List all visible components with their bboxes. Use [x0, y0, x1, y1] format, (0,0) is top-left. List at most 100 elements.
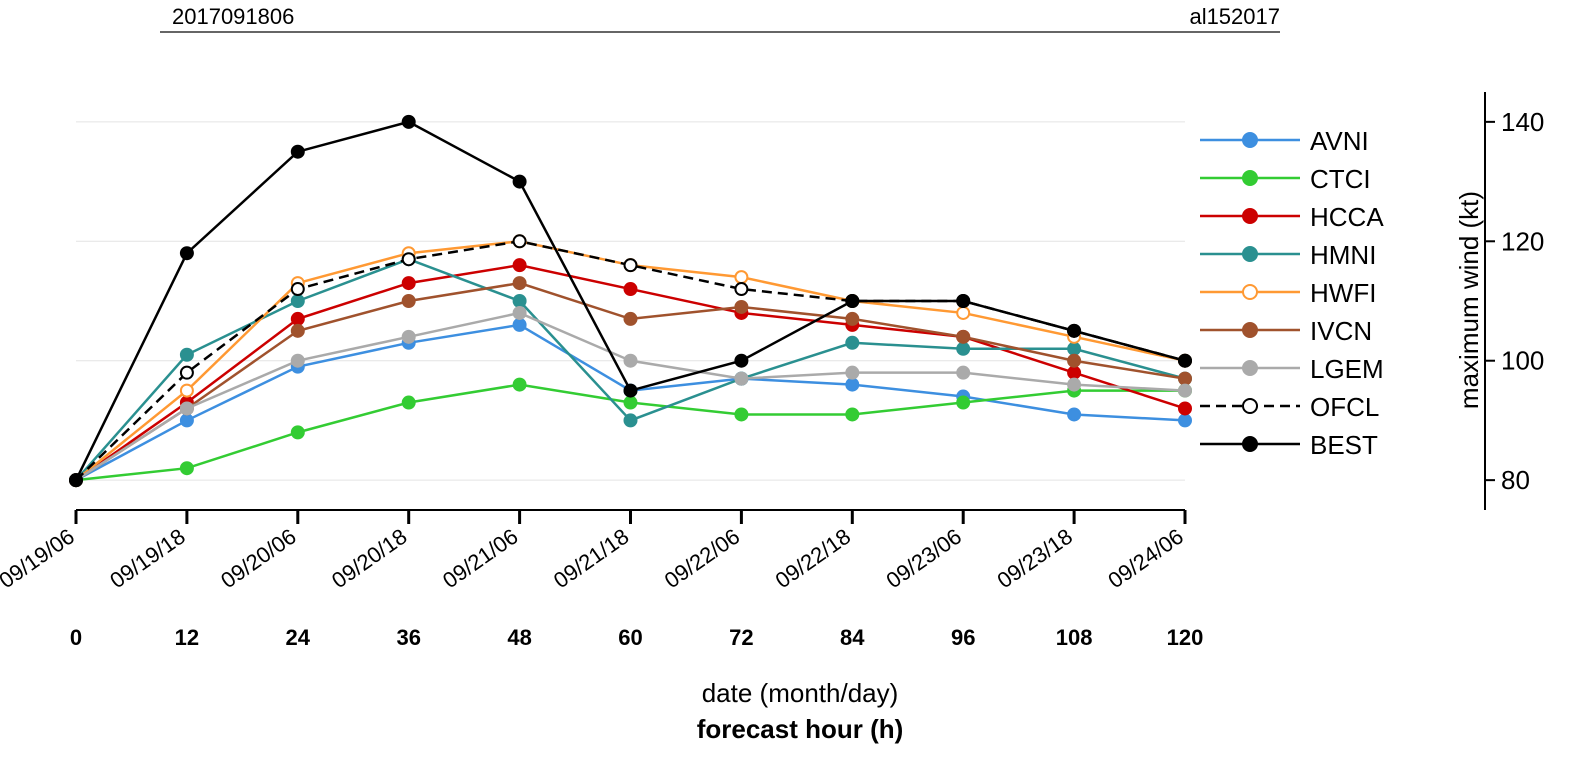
legend-label: BEST — [1310, 430, 1378, 460]
legend-label: OFCL — [1310, 392, 1379, 422]
title-right: al152017 — [1189, 4, 1280, 29]
legend-marker — [1242, 360, 1258, 376]
series-marker — [290, 425, 305, 440]
series-marker — [956, 294, 971, 308]
series-marker — [290, 311, 305, 326]
series-marker — [1178, 401, 1192, 416]
series-marker — [845, 294, 860, 308]
series-marker — [512, 234, 527, 249]
x-axis-title: forecast hour (h) — [697, 714, 904, 744]
series-marker — [1067, 365, 1082, 380]
series-marker — [845, 407, 860, 422]
legend-label: IVCN — [1310, 316, 1372, 346]
date-tick-label: 09/24/06 — [1103, 524, 1187, 594]
date-tick-label: 09/22/06 — [660, 524, 744, 594]
series-marker — [734, 353, 749, 368]
series-marker — [956, 365, 971, 380]
legend-label: CTCI — [1310, 164, 1371, 194]
series-marker — [512, 174, 527, 189]
legend-label: HWFI — [1310, 278, 1376, 308]
series-marker — [179, 347, 194, 362]
series-marker — [956, 341, 971, 356]
x-tick-label: 36 — [396, 625, 420, 650]
series-marker — [623, 395, 638, 410]
legend-marker — [1242, 208, 1258, 224]
series-marker — [179, 246, 194, 261]
series-marker — [1178, 353, 1192, 368]
series-marker — [623, 311, 638, 326]
series-marker — [290, 144, 305, 159]
x-tick-label: 84 — [840, 625, 865, 650]
x-tick-label: 108 — [1056, 625, 1093, 650]
x-tick-label: 48 — [507, 625, 531, 650]
x-tick-label: 0 — [70, 625, 82, 650]
series-marker — [512, 276, 527, 291]
y-tick-label: 120 — [1501, 226, 1544, 256]
legend-label: HCCA — [1310, 202, 1384, 232]
x-tick-label: 12 — [175, 625, 199, 650]
date-tick-label: 09/20/18 — [327, 524, 411, 594]
series-marker — [179, 461, 194, 476]
series-marker — [401, 276, 416, 291]
series-marker — [1067, 377, 1082, 392]
legend-label: HMNI — [1310, 240, 1376, 270]
series-marker — [69, 473, 83, 488]
x-tick-label: 120 — [1167, 625, 1204, 650]
y-tick-label: 140 — [1501, 107, 1544, 137]
legend-marker — [1242, 132, 1258, 148]
series-marker — [179, 383, 194, 398]
series-marker — [512, 294, 527, 308]
series-marker — [512, 377, 527, 392]
series-marker — [845, 365, 860, 380]
series-marker — [845, 377, 860, 392]
x-tick-label: 60 — [618, 625, 642, 650]
legend-marker — [1242, 246, 1258, 262]
date-tick-label: 09/21/06 — [438, 524, 522, 594]
series-marker — [734, 270, 749, 285]
series-marker — [1178, 371, 1192, 386]
series-marker — [1067, 407, 1082, 422]
series-marker — [1178, 413, 1192, 428]
date-tick-label: 09/19/18 — [105, 524, 189, 594]
series-marker — [512, 317, 527, 332]
series-marker — [401, 252, 416, 267]
series-marker — [734, 407, 749, 422]
series-marker — [1067, 341, 1082, 356]
series-marker — [179, 401, 194, 416]
legend-label: LGEM — [1310, 354, 1384, 384]
series-marker — [734, 282, 749, 297]
x-axis-title-date: date (month/day) — [702, 678, 899, 708]
date-tick-label: 09/20/06 — [216, 524, 300, 594]
series-line — [75, 263, 1186, 482]
x-tick-label: 24 — [286, 625, 311, 650]
date-tick-label: 09/23/06 — [882, 524, 966, 594]
series-marker — [179, 413, 194, 428]
series-marker — [734, 299, 749, 314]
series-marker — [623, 413, 638, 428]
legend-label: AVNI — [1310, 126, 1369, 156]
series-marker — [734, 371, 749, 386]
series-marker — [290, 294, 305, 308]
legend-marker — [1242, 322, 1258, 338]
y-tick-label: 80 — [1501, 465, 1530, 495]
series-marker — [623, 258, 638, 273]
series-marker — [179, 365, 194, 380]
series-marker — [623, 282, 638, 297]
series-marker — [290, 353, 305, 368]
series-marker — [401, 294, 416, 308]
date-tick-label: 09/21/18 — [549, 524, 633, 594]
x-tick-label: 96 — [951, 625, 975, 650]
series-marker — [401, 395, 416, 410]
series-marker — [845, 311, 860, 326]
series-marker — [1067, 323, 1082, 338]
series-marker — [845, 335, 860, 350]
legend-marker — [1242, 170, 1258, 186]
series-marker — [1178, 383, 1192, 398]
series-marker — [623, 353, 638, 368]
legend-marker — [1242, 284, 1258, 300]
series-marker — [956, 305, 971, 320]
y-tick-label: 100 — [1501, 346, 1544, 376]
series-marker — [290, 323, 305, 338]
series-marker — [401, 114, 416, 129]
